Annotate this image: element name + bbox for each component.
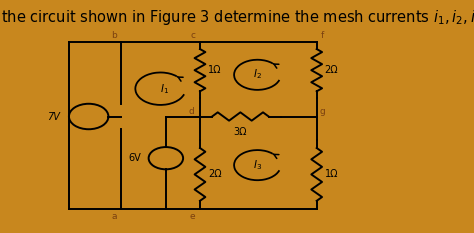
Text: d: d <box>188 107 194 116</box>
Text: c: c <box>190 31 195 40</box>
Text: 1Ω: 1Ω <box>325 169 338 179</box>
Text: 2Ω: 2Ω <box>325 65 338 75</box>
Text: b: b <box>111 31 117 40</box>
Text: 1Ω: 1Ω <box>208 65 221 75</box>
Text: a: a <box>111 212 117 221</box>
Text: 2Ω: 2Ω <box>208 169 221 179</box>
Text: the circuit shown in Figure 3 determine the mesh currents $\mathit{i}_1, \mathit: the circuit shown in Figure 3 determine … <box>0 8 474 27</box>
Text: e: e <box>190 212 196 221</box>
Text: $I_2$: $I_2$ <box>253 67 262 81</box>
Text: 3Ω: 3Ω <box>234 127 247 137</box>
Text: $I_3$: $I_3$ <box>253 158 262 172</box>
Text: 7V: 7V <box>47 112 60 121</box>
Text: f: f <box>320 31 324 40</box>
Text: 6V: 6V <box>129 153 141 163</box>
Text: g: g <box>319 107 325 116</box>
Text: $I_1$: $I_1$ <box>160 82 169 96</box>
